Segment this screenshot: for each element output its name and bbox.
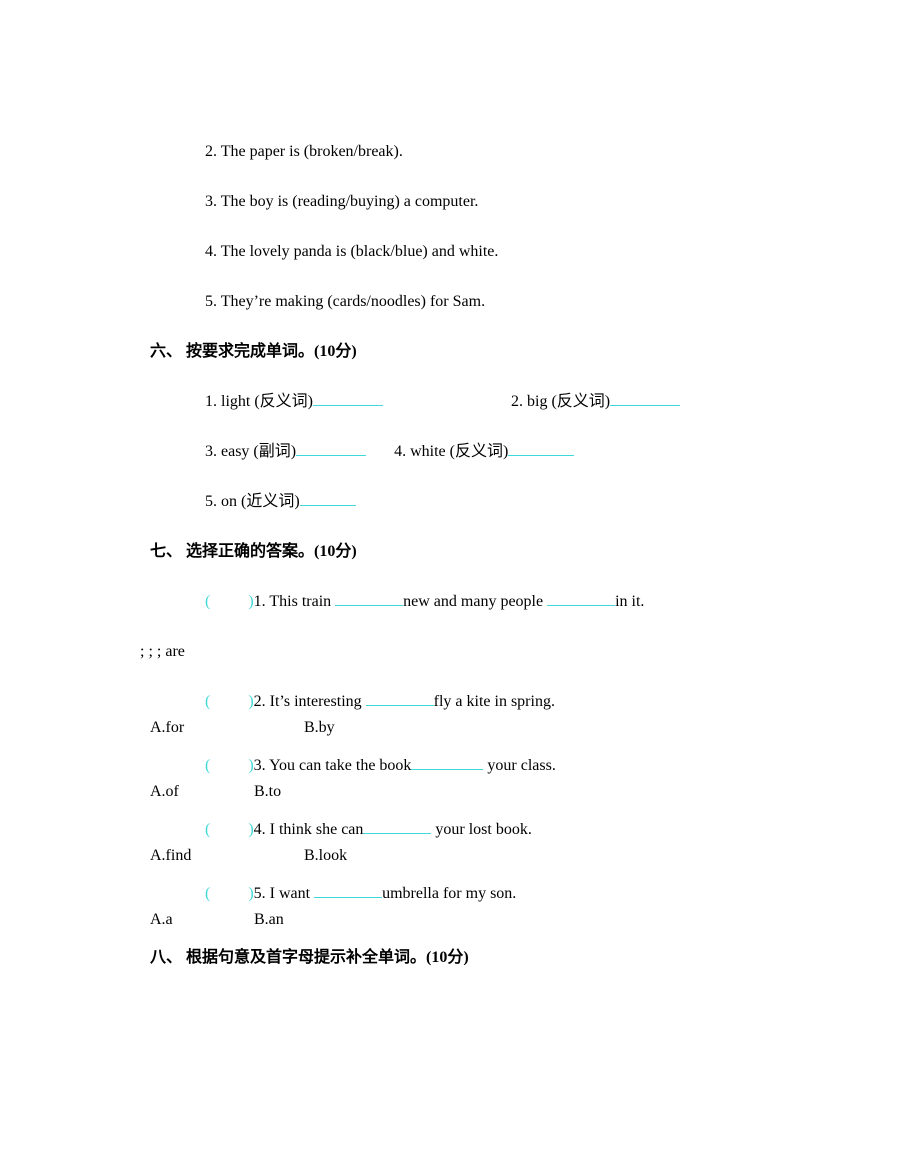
s7-q3-post: your class. <box>483 757 555 774</box>
blank-input[interactable] <box>313 390 383 406</box>
s6-row1: 1. light (反义词) 2. big (反义词) <box>205 390 770 414</box>
s7-q5-pre: 5. I want <box>254 885 314 902</box>
section8-heading: 八、 根据句意及首字母提示补全单词。(10分) <box>150 946 770 970</box>
s5-q4: 4. The lovely panda is (black/blue) and … <box>205 240 770 264</box>
blank-input[interactable] <box>363 818 431 834</box>
s6-row2: 3. easy (副词) 4. white (反义词) <box>205 440 770 464</box>
s7-q4-optA[interactable]: A.find <box>150 844 300 868</box>
s5-q2: 2. The paper is (broken/break). <box>205 140 770 164</box>
s7-q5-options: A.a B.an <box>150 908 770 932</box>
s6-item2-pre: 2. big (反义词) <box>511 393 610 410</box>
s7-q5-optB[interactable]: B.an <box>254 908 284 932</box>
blank-input[interactable] <box>508 440 574 456</box>
s7-q1-below: ; ; ; are <box>140 640 770 664</box>
paren-open: ( <box>205 693 210 710</box>
s7-q5-optA[interactable]: A.a <box>150 908 250 932</box>
s5-q3: 3. The boy is (reading/buying) a compute… <box>205 190 770 214</box>
paren-open: ( <box>205 593 210 610</box>
section6-heading: 六、 按要求完成单词。(10分) <box>150 340 770 364</box>
s5-q5: 5. They’re making (cards/noodles) for Sa… <box>205 290 770 314</box>
s7-q4-options: A.find B.look <box>150 844 770 868</box>
blank-input[interactable] <box>366 690 434 706</box>
s6-item5-pre: 5. on (近义词) <box>205 493 300 510</box>
s7-q1: ()1. This train new and many people in i… <box>205 590 770 614</box>
s7-q3-optA[interactable]: A.of <box>150 780 250 804</box>
blank-input[interactable] <box>610 390 680 406</box>
blank-input[interactable] <box>296 440 366 456</box>
s7-q5-post: umbrella for my son. <box>382 885 516 902</box>
blank-input[interactable] <box>547 590 615 606</box>
blank-input[interactable] <box>314 882 382 898</box>
s7-q3-pre: 3. You can take the book <box>254 757 412 774</box>
s7-q2-pre: 2. It’s interesting <box>254 693 366 710</box>
s7-q3-options: A.of B.to <box>150 780 770 804</box>
s7-q4-pre: 4. I think she can <box>254 821 364 838</box>
s7-q1-mid: new and many people <box>403 593 547 610</box>
s6-item4-pre: 4. white (反义词) <box>394 443 508 460</box>
s6-row3: 5. on (近义词) <box>205 490 770 514</box>
s7-q5: ()5. I want umbrella for my son. <box>205 882 770 906</box>
s7-q2: ()2. It’s interesting fly a kite in spri… <box>205 690 770 714</box>
s7-q2-optB[interactable]: B.by <box>304 716 335 740</box>
s7-q4-post: your lost book. <box>431 821 531 838</box>
s6-item3-pre: 3. easy (副词) <box>205 443 296 460</box>
worksheet-page: 2. The paper is (broken/break). 3. The b… <box>0 0 920 1056</box>
s7-q4: ()4. I think she can your lost book. <box>205 818 770 842</box>
s7-q3-optB[interactable]: B.to <box>254 780 281 804</box>
s7-q2-post: fly a kite in spring. <box>434 693 555 710</box>
s7-q4-optB[interactable]: B.look <box>304 844 347 868</box>
s7-q1-post: in it. <box>615 593 644 610</box>
s7-q3: ()3. You can take the book your class. <box>205 754 770 778</box>
paren-open: ( <box>205 757 210 774</box>
s7-q2-options: A.for B.by <box>150 716 770 740</box>
s7-q2-optA[interactable]: A.for <box>150 716 300 740</box>
s6-item1-pre: 1. light (反义词) <box>205 393 313 410</box>
blank-input[interactable] <box>411 754 483 770</box>
section7-heading: 七、 选择正确的答案。(10分) <box>150 540 770 564</box>
s7-q1-pre: 1. This train <box>254 593 335 610</box>
paren-open: ( <box>205 821 210 838</box>
blank-input[interactable] <box>335 590 403 606</box>
paren-open: ( <box>205 885 210 902</box>
blank-input[interactable] <box>300 490 356 506</box>
